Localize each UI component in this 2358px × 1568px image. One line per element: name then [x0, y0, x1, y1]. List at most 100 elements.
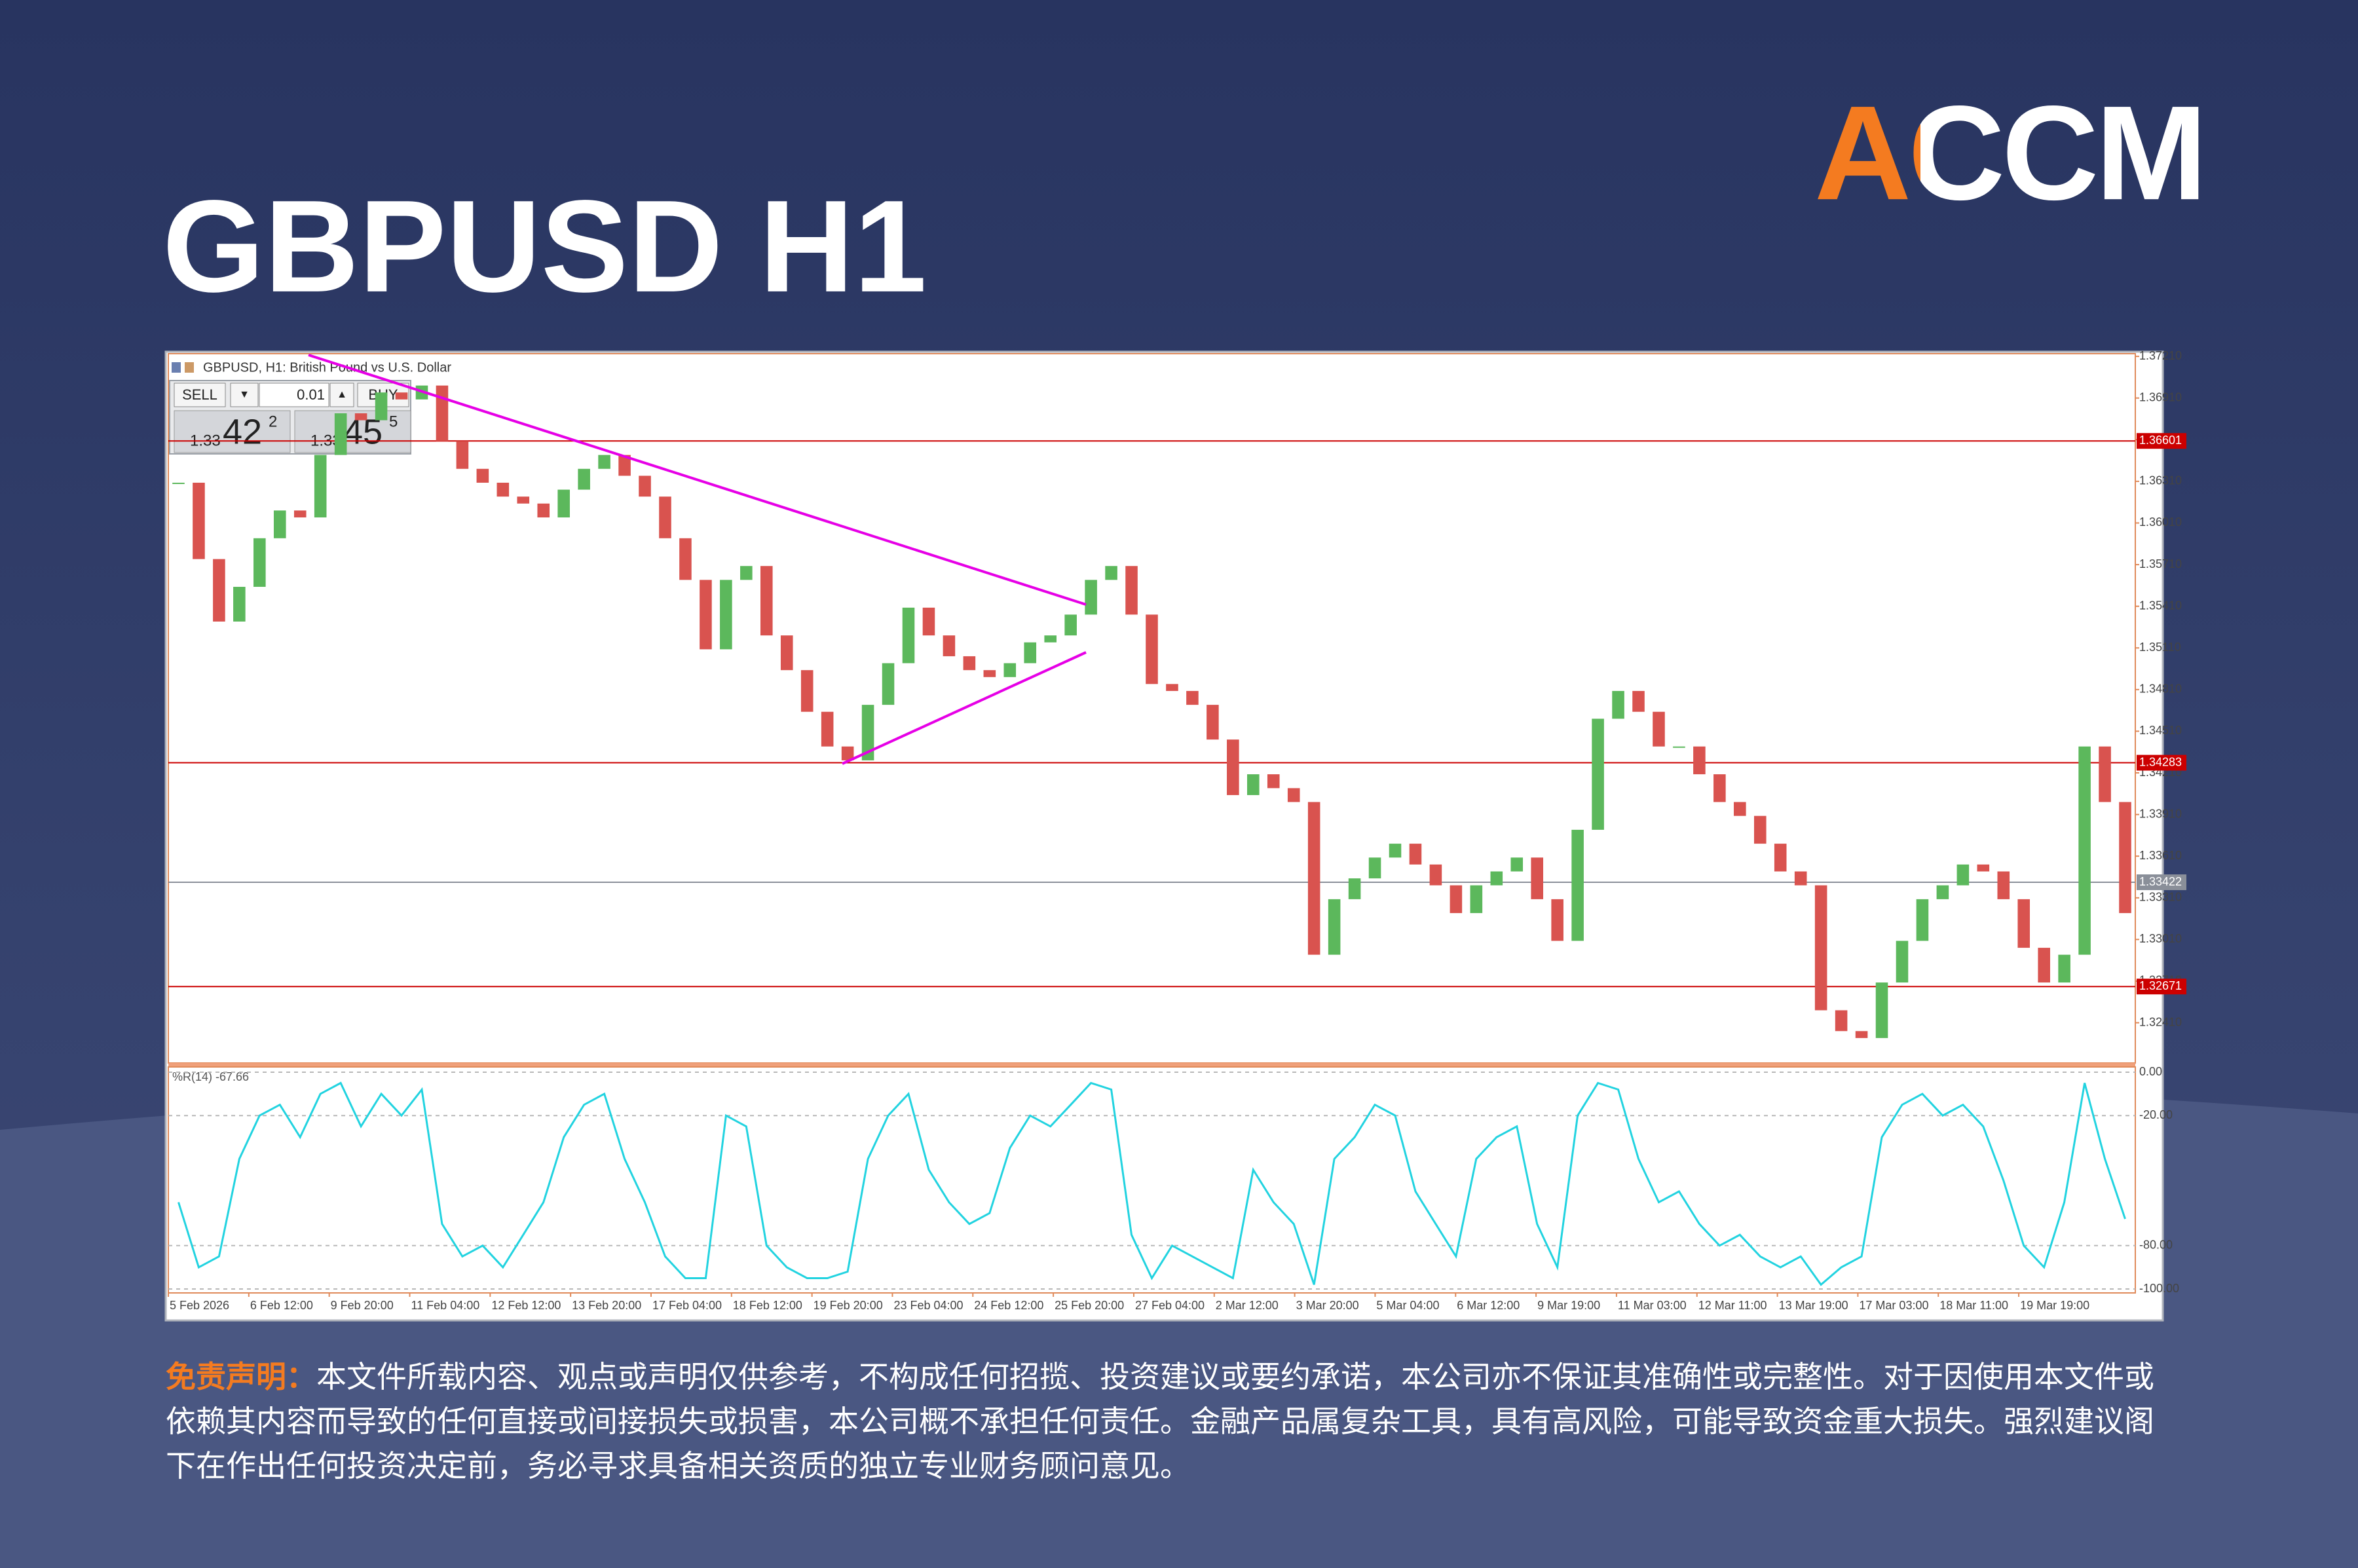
- candle: [1247, 774, 1260, 795]
- candle: [334, 413, 347, 455]
- candle: [841, 746, 854, 760]
- sell-button[interactable]: [174, 383, 226, 407]
- candle: [1368, 857, 1381, 879]
- y-tick-label: 1.34510: [2139, 724, 2182, 737]
- candle: [1450, 885, 1463, 914]
- candle: [1632, 690, 1645, 712]
- candle: [1794, 871, 1807, 886]
- disclaimer-text: 本文件所载内容、观点或声明仅供参考，不构成任何招揽、投资建议或要约承诺，本公司亦…: [166, 1360, 2154, 1483]
- level-label: 1.36601: [2139, 434, 2182, 447]
- x-tick-label: 6 Feb 12:00: [250, 1299, 313, 1312]
- page-title: GBPUSD H1: [162, 174, 927, 320]
- candle: [1734, 802, 1746, 816]
- candle: [193, 483, 205, 559]
- candle: [1044, 635, 1057, 643]
- candle: [172, 483, 185, 485]
- candle: [1166, 684, 1178, 691]
- candle: [1207, 705, 1219, 740]
- candle: [1571, 829, 1584, 941]
- level-tag: [2137, 755, 2186, 771]
- candle: [1470, 885, 1483, 914]
- level-tag: [2137, 874, 2186, 891]
- chart-panel: [164, 350, 2164, 1322]
- lot-value: 0.01: [297, 386, 325, 403]
- level-tag: [2137, 433, 2186, 449]
- candle: [2078, 746, 2091, 955]
- oscillator-frame: [168, 1066, 2136, 1294]
- osc-tick-label: -20.00: [2139, 1108, 2173, 1121]
- candle: [1936, 885, 1949, 899]
- candle: [456, 441, 469, 469]
- candle: [2099, 746, 2111, 802]
- candle: [1997, 871, 2010, 899]
- candle: [1389, 844, 1402, 858]
- candle: [1673, 746, 1685, 748]
- candle: [1531, 857, 1544, 899]
- bid-box[interactable]: [174, 410, 291, 453]
- candle: [1064, 614, 1077, 636]
- candle: [1693, 746, 1706, 775]
- ask-box[interactable]: [294, 410, 411, 453]
- lot-down[interactable]: [230, 383, 259, 407]
- candle: [2017, 899, 2030, 948]
- x-tick-label: 3 Mar 20:00: [1296, 1299, 1359, 1312]
- candle: [1713, 774, 1726, 802]
- candle: [1551, 899, 1563, 941]
- y-tick-label: 1.33910: [2139, 807, 2182, 820]
- candle: [1146, 614, 1158, 684]
- candle: [1956, 864, 1970, 886]
- x-tick-label: 9 Feb 20:00: [331, 1299, 394, 1312]
- level-tag: [2137, 979, 2186, 995]
- x-tick-label: 6 Mar 12:00: [1457, 1299, 1520, 1312]
- x-tick-label: 25 Feb 20:00: [1055, 1299, 1124, 1312]
- candle: [436, 385, 449, 441]
- y-tick-label: 1.33010: [2139, 932, 2182, 945]
- candle: [2119, 802, 2131, 914]
- x-tick-label: 11 Mar 03:00: [1618, 1299, 1687, 1312]
- candle: [1592, 719, 1604, 830]
- candle: [659, 496, 671, 538]
- candle: [1328, 899, 1341, 955]
- candle: [375, 392, 388, 420]
- candle: [618, 455, 631, 476]
- plot: 1.372101.369101.366101.363101.360101.357…: [168, 349, 2186, 1312]
- candle: [1774, 844, 1787, 872]
- candle: [861, 705, 874, 760]
- x-tick-label: 18 Feb 12:00: [733, 1299, 802, 1312]
- candle: [1186, 690, 1199, 705]
- logo: ACCM: [1814, 78, 2207, 228]
- icon: [185, 362, 194, 373]
- y-tick-label: 1.35410: [2139, 599, 2182, 612]
- candle: [780, 635, 793, 671]
- lot-field[interactable]: [259, 383, 329, 407]
- candle: [314, 455, 327, 517]
- candle: [1896, 941, 1909, 983]
- osc-tick-label: 0.00: [2139, 1065, 2162, 1078]
- candle: [273, 510, 286, 538]
- osc-tick-label: -100.00: [2139, 1282, 2179, 1295]
- candle: [639, 476, 651, 497]
- candle: [598, 455, 610, 469]
- candle: [1409, 844, 1422, 865]
- candle: [1875, 982, 1888, 1038]
- candle: [354, 413, 367, 420]
- candle: [922, 607, 935, 636]
- x-tick-label: 19 Mar 19:00: [2020, 1299, 2089, 1312]
- disclaimer: 免责声明：本文件所载内容、观点或声明仅供参考，不构成任何招揽、投资建议或要约承诺…: [166, 1354, 2170, 1488]
- candle: [1653, 711, 1665, 747]
- x-tick-label: 27 Feb 04:00: [1135, 1299, 1205, 1312]
- bid-pips: 42: [223, 412, 262, 451]
- lot-up[interactable]: [329, 383, 354, 407]
- candle: [1835, 1010, 1848, 1032]
- candle: [395, 392, 408, 400]
- candle: [1510, 857, 1524, 872]
- candle: [760, 566, 773, 636]
- x-tick-label: 17 Feb 04:00: [652, 1299, 722, 1312]
- candle: [537, 503, 550, 517]
- pane-separator: [168, 1063, 2135, 1067]
- y-tick-label: 1.36910: [2139, 390, 2182, 403]
- icon: [172, 362, 181, 373]
- candle: [1348, 878, 1361, 899]
- x-tick-label: 13 Mar 19:00: [1779, 1299, 1848, 1312]
